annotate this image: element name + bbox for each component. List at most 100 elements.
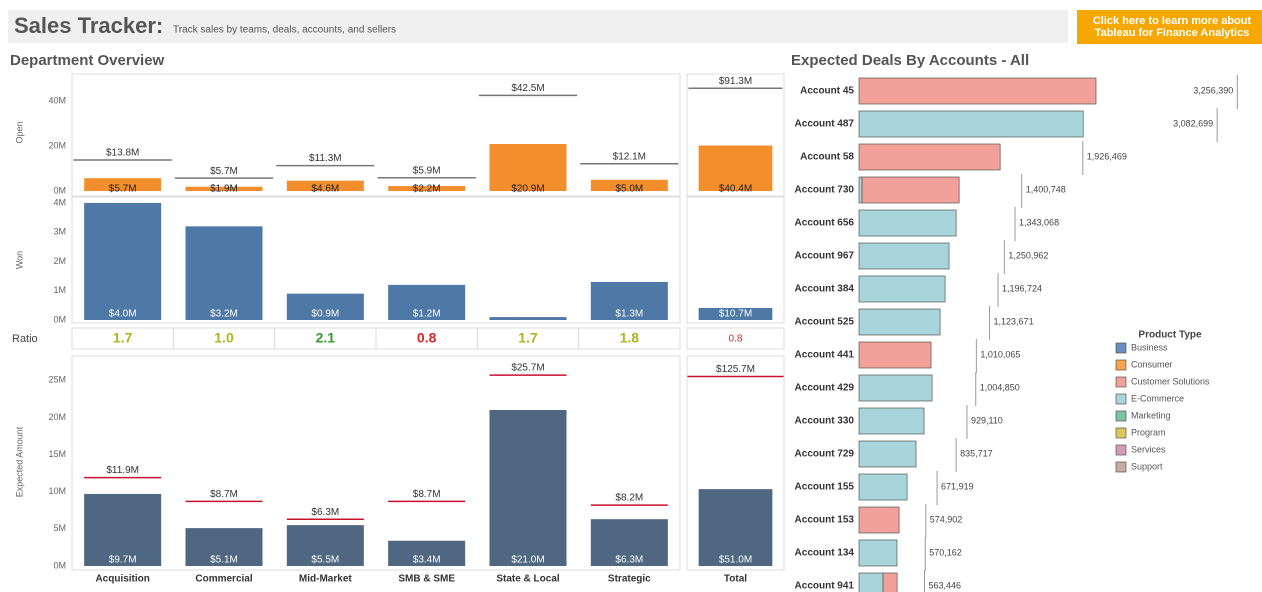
ratio-value: 1.7 [518,330,538,346]
header-subtitle: Track sales by teams, deals, accounts, a… [173,25,396,36]
axis-label: Open [14,121,24,143]
value-label: $1.2M [413,309,441,320]
header-title: Sales Tracker: [14,13,163,38]
y-tick-label: 1M [53,285,66,295]
reference-label: $8.7M [413,489,441,500]
reference-label: $6.3M [311,507,339,518]
y-tick-label: 0M [53,314,66,324]
bar-segment [858,143,1001,171]
total-label: 1,123,671 [994,316,1034,326]
account-label: Account 967 [795,251,855,262]
total-label: 1,250,962 [1008,250,1048,260]
value-label: $5.1M [210,555,238,566]
bar [698,489,773,566]
value-label: $0.1M [514,309,542,320]
legend-swatch [1115,461,1127,473]
bar-segment [858,440,917,468]
ratio-value: 2.1 [316,330,336,346]
x-tick-label: Commercial [195,574,252,585]
account-label: Account 729 [795,449,855,460]
reference-label: $12.1M [613,151,646,162]
account-label: Account 153 [795,515,855,526]
bar-segment [858,242,950,270]
reference-label: $91.3M [719,76,752,87]
y-tick-label: 4M [53,197,66,207]
section-title: Department Overview [10,52,165,69]
row-label: Ratio [12,333,38,345]
y-tick-label: 0M [53,185,66,195]
bar-segment [858,308,941,336]
axis-label: Won [14,251,24,269]
value-label: $40.4M [719,184,752,195]
y-tick-label: 0M [53,560,66,570]
bar-segment [858,209,957,237]
panel-border [686,73,785,197]
bar-segment [858,110,1084,138]
account-label: Account 155 [795,482,855,493]
legend-swatch [1115,444,1127,456]
legend-label: Marketing [1131,410,1171,420]
legend-label: Business [1131,342,1168,352]
learn-more-button[interactable] [1077,10,1262,44]
reference-label: $5.7M [210,166,238,177]
bar [590,179,668,191]
ratio-value: 0.8 [729,334,743,345]
bar [286,293,364,320]
legend-swatch [1115,393,1127,405]
total-label: 1,343,068 [1019,217,1059,227]
total-label: 671,919 [941,481,974,491]
panel-border [686,355,785,571]
value-label: $1.3M [615,309,643,320]
account-label: Account 58 [800,152,854,163]
bar [698,308,773,320]
account-label: Account 330 [795,416,855,427]
section-title: Expected Deals By Accounts - All [791,52,1029,69]
bar-segment [858,374,933,402]
x-tick-label: Mid-Market [299,574,352,585]
bar [185,186,263,191]
legend-label: Program [1131,427,1166,437]
total-label: 929,110 [971,415,1003,425]
legend-swatch [1115,427,1127,439]
bar [489,317,567,320]
panel-border [71,196,681,324]
button-text[interactable]: Tableau for Finance Analytics [1095,27,1250,39]
total-label: 1,400,748 [1026,184,1066,194]
reference-label: $125.7M [716,364,755,375]
value-label: $5.0M [615,184,643,195]
account-label: Account 487 [795,119,855,130]
total-label: 1,010,065 [980,349,1020,359]
value-label: $6.3M [615,555,643,566]
bar [698,145,773,191]
reference-label: $11.9M [106,465,139,476]
ratio-value: 1.8 [620,330,640,346]
panel-border [686,196,785,324]
total-label: 1,196,724 [1002,283,1042,293]
legend-label: Customer Solutions [1131,376,1210,386]
account-label: Account 384 [795,284,855,295]
bar-segment [858,572,884,592]
button-text[interactable]: Click here to learn more about [1093,15,1252,27]
account-label: Account 429 [795,383,855,394]
value-label: $20.9M [511,184,544,195]
total-label: 563,446 [928,580,961,590]
value-label: $4.6M [311,184,339,195]
reference-label: $42.5M [511,83,544,94]
bar [286,525,364,566]
x-tick-label: Acquisition [95,574,149,585]
total-label: 835,717 [960,448,993,458]
account-label: Account 441 [795,350,855,361]
x-tick-label: State & Local [496,574,560,585]
legend-swatch [1115,376,1127,388]
reference-label: $11.3M [309,153,342,164]
bar-segment [861,176,960,204]
value-label: $51.0M [719,555,752,566]
bar-segment [858,473,908,501]
bar [185,226,263,320]
reference-label: $13.8M [106,148,139,159]
bar-segment [858,77,1097,105]
bar-segment [858,539,898,567]
bar-segment [858,341,932,369]
bar [84,202,162,320]
header-bar [8,10,1068,43]
